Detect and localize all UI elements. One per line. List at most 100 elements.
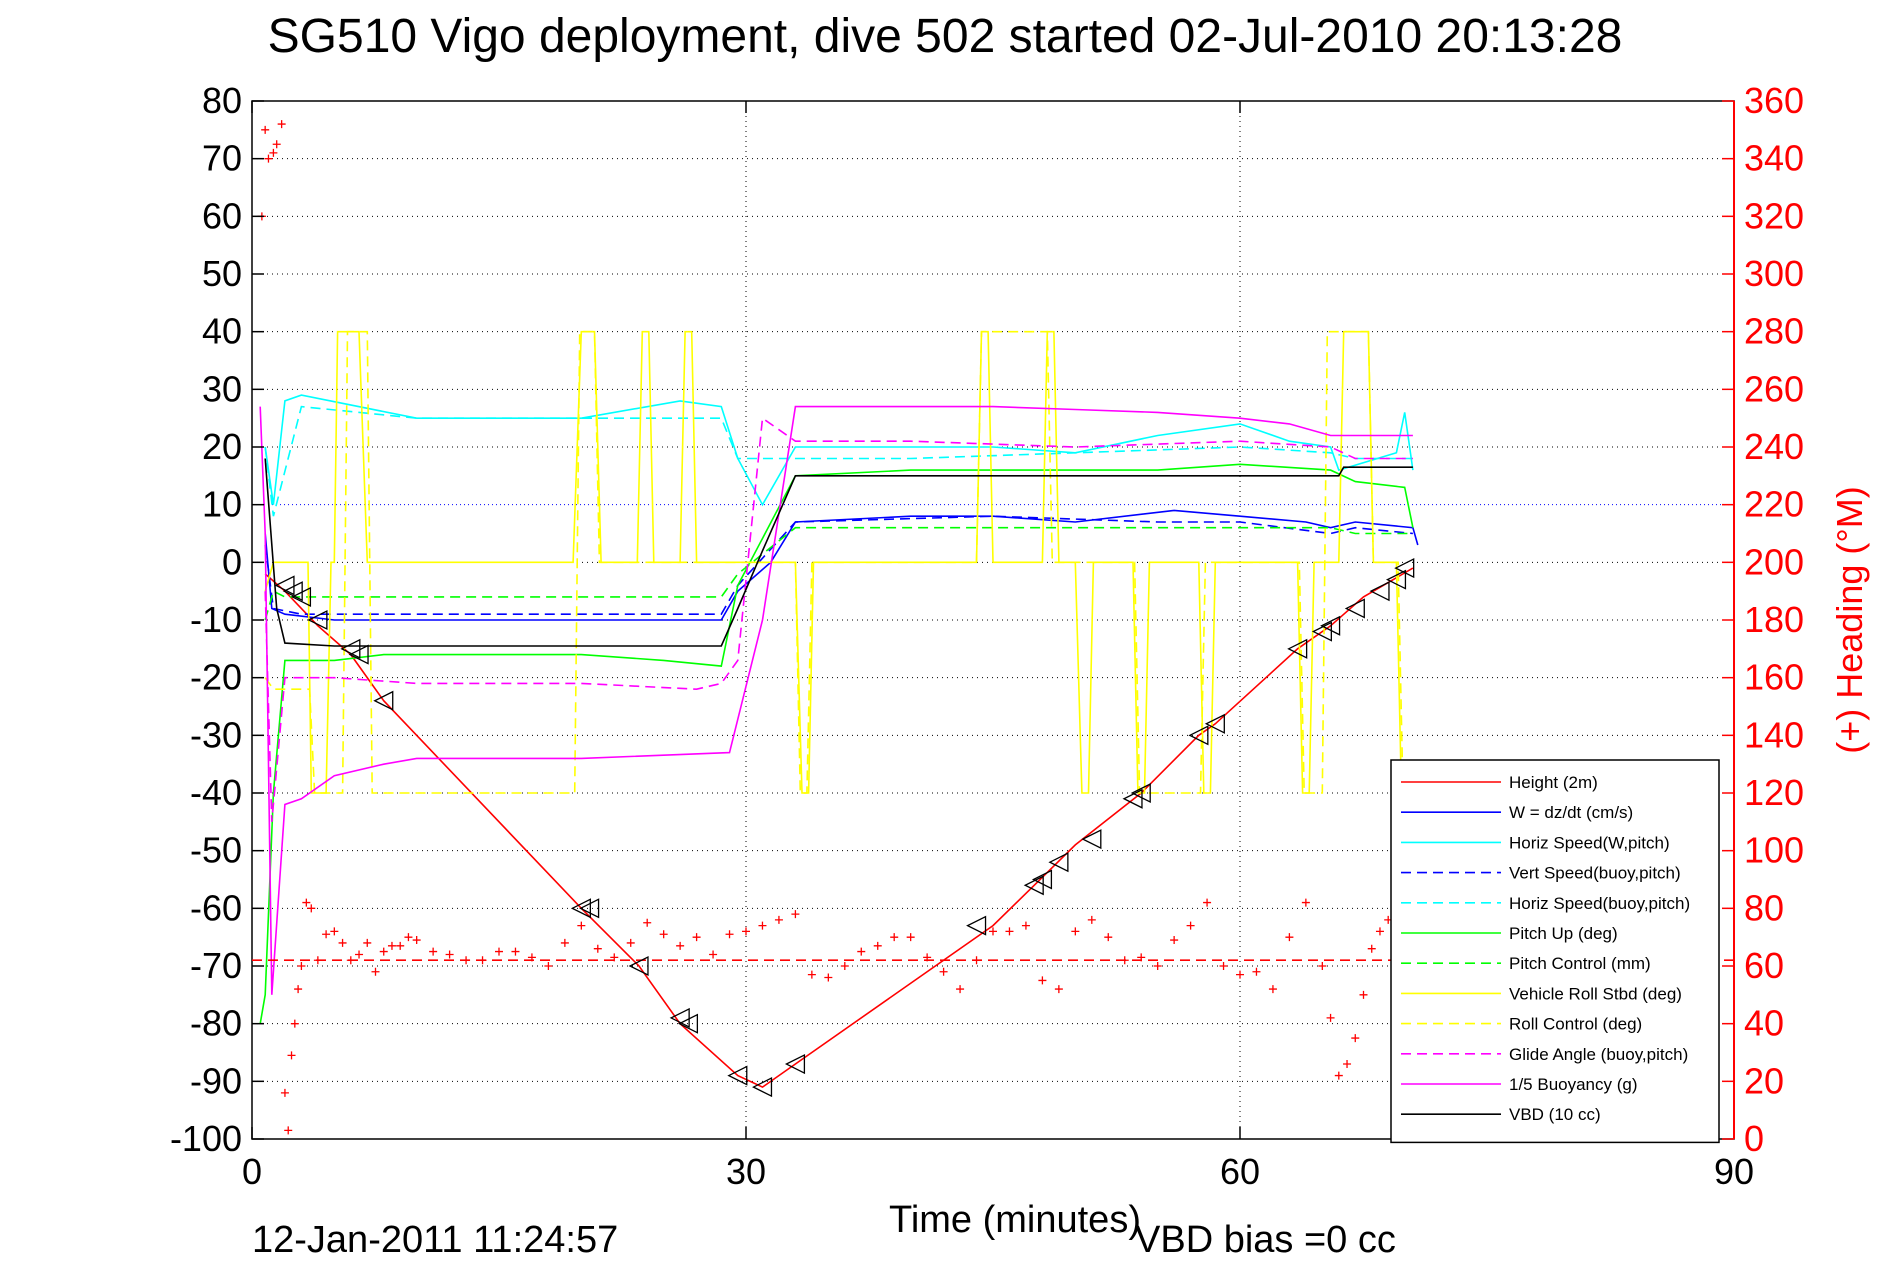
- legend-entry: Vert Speed(buoy,pitch): [1509, 864, 1681, 883]
- heading-point: [429, 947, 438, 956]
- height-marker: [784, 1053, 806, 1075]
- heading-point: [873, 941, 882, 950]
- heading-point: [1005, 927, 1014, 936]
- heading-point: [906, 933, 915, 942]
- right-tick-label: 100: [1744, 830, 1804, 871]
- heading-point: [396, 941, 405, 950]
- heading-point: [725, 930, 734, 939]
- heading-point: [297, 962, 306, 970]
- y-tick-label: 10: [202, 484, 242, 525]
- heading-point: [824, 973, 833, 982]
- series-line-10: [259, 405, 1413, 995]
- heading-point: [1153, 962, 1162, 970]
- heading-point: [1071, 927, 1080, 936]
- heading-point: [643, 918, 652, 927]
- height-marker: [628, 955, 649, 977]
- heading-point: [363, 938, 372, 947]
- y-tick-label: 80: [202, 80, 242, 121]
- heading-point: [742, 927, 750, 936]
- height-marker: [348, 644, 369, 665]
- heading-point: [774, 915, 783, 924]
- heading-point: [462, 956, 471, 965]
- heading-point: [1236, 970, 1244, 979]
- heading-point: [791, 910, 800, 919]
- height-marker: [1311, 621, 1332, 642]
- legend-entry: Pitch Control (mm): [1509, 954, 1651, 973]
- heading-point: [1367, 944, 1376, 953]
- heading-point: [338, 938, 347, 947]
- series-line-0: [264, 567, 1414, 1089]
- height-marker: [1287, 638, 1308, 659]
- footer-vbd-bias: VBD bias =0 cc: [1135, 1219, 1396, 1261]
- heading-point: [972, 956, 981, 965]
- x-tick-label: 60: [1220, 1151, 1260, 1192]
- heading-point: [1301, 898, 1310, 907]
- heading-point: [626, 938, 635, 947]
- height-marker: [340, 638, 361, 659]
- heading-point: [302, 898, 311, 907]
- height-marker: [1122, 788, 1143, 809]
- height-marker: [1320, 615, 1341, 636]
- y-tick-label: -60: [190, 887, 242, 928]
- y-tick-label: -90: [190, 1060, 242, 1101]
- legend-entry: VBD (10 cc): [1509, 1105, 1601, 1124]
- legend-entry: W = dz/dt (cm/s): [1509, 803, 1633, 822]
- heading-point: [1285, 933, 1294, 942]
- height-marker: [677, 1013, 699, 1034]
- right-tick-label: 220: [1744, 484, 1804, 525]
- right-tick-label: 80: [1744, 887, 1784, 928]
- heading-point: [355, 950, 364, 959]
- heading-point: [290, 1019, 299, 1028]
- height-marker: [1188, 725, 1209, 746]
- right-tick-label: 200: [1744, 541, 1804, 582]
- height-marker: [1130, 782, 1151, 804]
- heading-point: [330, 927, 339, 936]
- heading-point: [1334, 1071, 1343, 1080]
- y-tick-label: 0: [222, 541, 242, 582]
- right-tick-label: 240: [1744, 426, 1804, 467]
- heading-point: [659, 930, 668, 939]
- heading-point: [807, 970, 816, 979]
- height-marker: [727, 1065, 748, 1086]
- heading-point: [322, 930, 331, 939]
- height-marker: [1204, 713, 1225, 734]
- heading-point: [527, 953, 536, 962]
- right-tick-label: 0: [1744, 1118, 1764, 1159]
- heading-point: [1021, 921, 1030, 930]
- x-axis-title: Time (minutes): [889, 1199, 1141, 1241]
- y-tick-label: 20: [202, 426, 242, 467]
- heading-point: [709, 950, 718, 959]
- footer-timestamp: 12-Jan-2011 11:24:57: [252, 1219, 618, 1261]
- height-marker: [290, 586, 312, 607]
- heading-point: [1104, 933, 1113, 942]
- heading-point: [1137, 953, 1146, 962]
- y-tick-label: -80: [190, 1003, 242, 1044]
- height-marker: [373, 690, 394, 711]
- heading-point: [307, 904, 316, 913]
- right-tick-label: 180: [1744, 599, 1804, 640]
- series-line-8: [264, 330, 1404, 794]
- heading-point: [1351, 1034, 1360, 1043]
- series-line-4: [264, 405, 1413, 517]
- legend-entry: Roll Control (deg): [1509, 1015, 1642, 1034]
- legend-entry: Height (2m): [1509, 773, 1598, 792]
- heading-point: [495, 947, 503, 956]
- height-marker: [274, 575, 295, 596]
- height-marker: [282, 581, 303, 602]
- height-marker: [1048, 852, 1069, 873]
- heading-point: [560, 938, 569, 947]
- heading-point: [313, 956, 322, 965]
- series-line-5: [259, 463, 1414, 1024]
- right-tick-label: 280: [1744, 311, 1804, 352]
- y-tick-label: 50: [202, 253, 242, 294]
- heading-point: [758, 921, 767, 930]
- right-tick-label: 260: [1744, 368, 1804, 409]
- heading-point: [1219, 962, 1228, 970]
- heading-point: [287, 1051, 296, 1060]
- legend-entry: Vehicle Roll Stbd (deg): [1509, 984, 1682, 1003]
- heading-point: [478, 956, 487, 965]
- y-tick-label: -100: [170, 1118, 242, 1159]
- heading-point: [544, 962, 553, 970]
- height-marker: [1023, 875, 1044, 896]
